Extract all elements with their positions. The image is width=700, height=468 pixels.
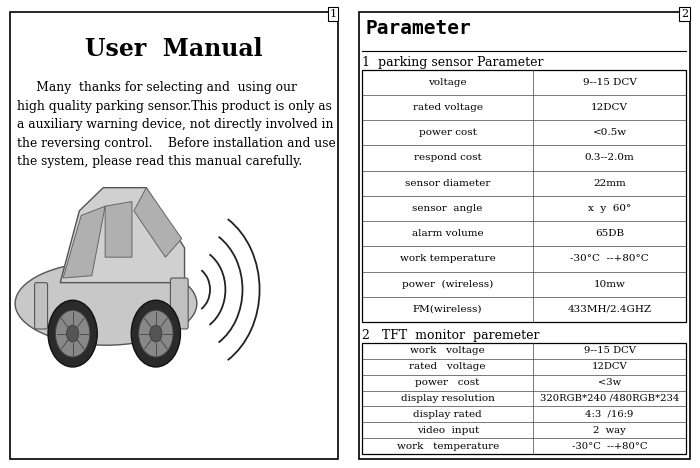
Polygon shape xyxy=(105,202,132,257)
Text: 433MH/2.4GHZ: 433MH/2.4GHZ xyxy=(568,305,652,314)
FancyBboxPatch shape xyxy=(170,278,188,329)
Text: 10mw: 10mw xyxy=(594,280,626,289)
Text: 9--15 DCV: 9--15 DCV xyxy=(584,346,636,355)
Text: 2  way: 2 way xyxy=(593,426,626,435)
Text: 9--15 DCV: 9--15 DCV xyxy=(582,78,636,87)
Polygon shape xyxy=(60,188,185,283)
FancyBboxPatch shape xyxy=(34,283,48,329)
Text: power  (wireless): power (wireless) xyxy=(402,279,493,289)
Text: Many  thanks for selecting and  using our
high quality parking sensor.This produ: Many thanks for selecting and using our … xyxy=(18,81,336,168)
Text: 4:3  /16:9: 4:3 /16:9 xyxy=(585,410,634,419)
Bar xyxy=(363,70,686,322)
Polygon shape xyxy=(134,188,182,257)
Text: -30°C  --+80°C: -30°C --+80°C xyxy=(570,255,649,263)
Text: 12DCV: 12DCV xyxy=(592,362,627,371)
Text: power cost: power cost xyxy=(419,128,477,137)
Text: 320RGB*240 /480RGB*234: 320RGB*240 /480RGB*234 xyxy=(540,394,679,403)
Text: display resolution: display resolution xyxy=(400,394,495,403)
Text: 1  parking sensor Parameter: 1 parking sensor Parameter xyxy=(363,56,544,69)
Text: 2   TFT  monitor  paremeter: 2 TFT monitor paremeter xyxy=(363,329,540,342)
Circle shape xyxy=(48,300,97,367)
Polygon shape xyxy=(63,206,105,278)
Text: 22mm: 22mm xyxy=(593,179,626,188)
Text: work   voltage: work voltage xyxy=(410,346,485,355)
Text: FM(wireless): FM(wireless) xyxy=(413,305,482,314)
Text: work temperature: work temperature xyxy=(400,255,496,263)
Text: User  Manual: User Manual xyxy=(85,37,263,61)
Ellipse shape xyxy=(15,262,197,345)
Text: sensor  angle: sensor angle xyxy=(412,204,483,213)
Text: power   cost: power cost xyxy=(416,378,480,387)
Text: <3w: <3w xyxy=(598,378,621,387)
Text: alarm volume: alarm volume xyxy=(412,229,484,238)
Circle shape xyxy=(66,325,79,342)
Text: <0.5w: <0.5w xyxy=(592,128,626,137)
Text: voltage: voltage xyxy=(428,78,467,87)
Circle shape xyxy=(132,300,181,367)
Circle shape xyxy=(55,310,90,357)
Bar xyxy=(363,343,686,454)
Text: display rated: display rated xyxy=(413,410,482,419)
Circle shape xyxy=(150,325,162,342)
Text: 1: 1 xyxy=(330,9,337,19)
Text: 0.3--2.0m: 0.3--2.0m xyxy=(584,154,634,162)
Text: rated voltage: rated voltage xyxy=(413,103,483,112)
Text: respond cost: respond cost xyxy=(414,154,482,162)
Text: 12DCV: 12DCV xyxy=(591,103,628,112)
Text: sensor diameter: sensor diameter xyxy=(405,179,491,188)
Text: 2: 2 xyxy=(681,9,688,19)
Text: rated   voltage: rated voltage xyxy=(410,362,486,371)
Text: work   temperature: work temperature xyxy=(396,442,499,451)
Text: -30°C  --+80°C: -30°C --+80°C xyxy=(572,442,648,451)
Circle shape xyxy=(139,310,173,357)
Text: Parameter: Parameter xyxy=(366,19,472,37)
Text: 65DB: 65DB xyxy=(595,229,624,238)
Text: x  y  60°: x y 60° xyxy=(588,204,631,213)
Text: video  input: video input xyxy=(416,426,479,435)
